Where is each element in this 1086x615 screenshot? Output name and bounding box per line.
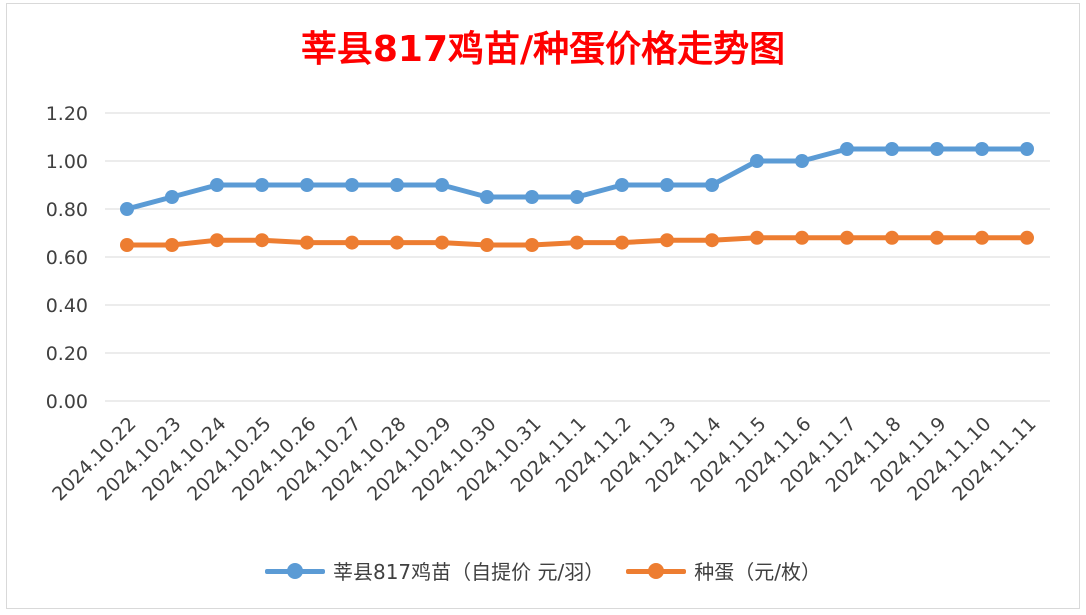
data-point [885,230,899,245]
series-1 [120,230,1034,252]
series-0 [120,142,1034,216]
data-point [750,154,764,168]
data-point [390,178,404,192]
data-point [975,142,989,156]
data-point [705,233,719,248]
legend-label-egg: 种蛋（元/枚） [694,560,822,584]
data-point [300,178,314,192]
data-point [840,230,854,245]
data-point [165,238,179,252]
legend-swatch-egg [626,561,687,581]
data-point [210,178,224,192]
data-point [525,190,539,204]
legend-swatch-chick [264,561,325,581]
data-point [570,190,584,204]
y-tick-label: 0.40 [46,295,88,317]
data-point [840,142,854,156]
data-point [255,233,269,248]
data-point [705,178,719,192]
data-point [345,178,359,192]
chart-legend: 莘县817鸡苗（自提价 元/羽） 种蛋（元/枚） [0,556,1086,585]
data-point [660,233,674,248]
data-point [480,238,494,252]
data-point [480,190,494,204]
data-point [570,235,584,250]
data-point [255,178,269,192]
data-point [750,230,764,245]
y-tick-label: 1.20 [46,103,88,125]
data-point [795,230,809,245]
y-tick-label: 0.00 [46,391,88,413]
data-point [435,235,449,250]
data-point [930,142,944,156]
data-point [615,235,629,250]
data-point [660,178,674,192]
data-point [615,178,629,192]
data-point [885,142,899,156]
y-tick-label: 1.00 [46,151,88,173]
data-point [210,233,224,248]
data-point [165,190,179,204]
chart-title: 莘县817鸡苗/种蛋价格走势图 [300,29,786,70]
data-point [1020,142,1034,156]
chart-frame [6,3,1080,609]
data-point [345,235,359,250]
data-point [300,235,314,250]
data-point [930,230,944,245]
legend-item-chick: 莘县817鸡苗（自提价 元/羽） [264,556,605,585]
y-tick-label: 0.80 [46,199,88,221]
data-point [1020,230,1034,245]
data-point [975,230,989,245]
data-point [390,235,404,250]
data-point [795,154,809,168]
y-tick-label: 0.20 [46,343,88,365]
data-point [435,178,449,192]
data-point [120,238,134,252]
data-point [120,202,134,216]
legend-item-egg: 种蛋（元/枚） [626,556,821,585]
data-point [525,238,539,252]
y-tick-label: 0.60 [46,247,88,269]
legend-label-chick: 莘县817鸡苗（自提价 元/羽） [332,560,605,584]
